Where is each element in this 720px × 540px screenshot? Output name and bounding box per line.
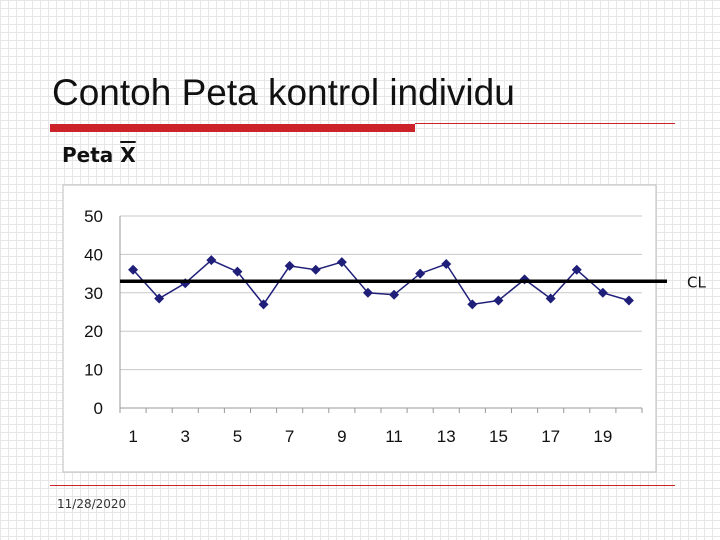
data-point-marker: [597, 287, 608, 298]
x-tick-label: 9: [337, 427, 346, 446]
data-point-marker: [415, 268, 426, 279]
chart-subtitle: Peta X: [62, 143, 136, 167]
data-point-marker: [232, 266, 243, 277]
y-tick-label: 40: [84, 245, 103, 264]
x-tick-label: 11: [385, 427, 403, 446]
x-tick-labels: 1 3 5 7 9 11 13 15 17 19: [128, 427, 612, 446]
axes: [119, 216, 643, 413]
x-tick-label: 1: [128, 427, 137, 446]
data-point-marker: [441, 259, 452, 269]
x-bar-symbol: X: [120, 143, 136, 167]
data-point-marker: [362, 287, 373, 298]
x-tick-label: 13: [437, 427, 456, 446]
data-point-marker: [258, 299, 269, 310]
data-point-marker: [389, 289, 400, 300]
x-tick-label: 19: [593, 427, 612, 446]
title-accent-bar: [50, 124, 415, 132]
data-point-marker: [493, 295, 504, 306]
data-point-marker: [571, 264, 582, 275]
y-tick-label: 20: [84, 322, 103, 341]
footer-divider: [50, 485, 675, 486]
data-point-marker: [284, 260, 295, 271]
x-tick-label: 5: [233, 427, 242, 446]
data-point-marker: [623, 295, 634, 306]
data-point-marker: [336, 257, 347, 268]
footer-date: 11/28/2020: [57, 497, 127, 511]
data-point-marker: [310, 264, 321, 275]
data-point-marker: [545, 293, 556, 304]
chart-frame: [62, 184, 657, 473]
subtitle-prefix: Peta: [62, 143, 121, 167]
data-point-marker: [206, 255, 217, 266]
data-point-marker: [154, 293, 165, 304]
y-tick-label: 0: [94, 399, 103, 418]
x-tick-label: 17: [541, 427, 560, 446]
y-tick-label: 30: [84, 284, 103, 303]
control-limit: CL: [120, 273, 706, 291]
data-point-marker: [467, 299, 478, 310]
data-point-marker: [128, 264, 139, 275]
series-line: [132, 259, 630, 306]
cl-label: CL: [687, 273, 706, 291]
x-tick-label: 15: [489, 427, 508, 446]
y-tick-labels: 0 10 20 30 40 50: [84, 207, 103, 418]
slide-title: Contoh Peta kontrol individu: [52, 72, 515, 113]
x-tick-label: 7: [285, 427, 294, 446]
y-tick-label: 50: [84, 207, 103, 226]
x-tick-label: 3: [181, 427, 190, 446]
y-tick-label: 10: [84, 361, 103, 380]
title-underline: [415, 123, 675, 124]
